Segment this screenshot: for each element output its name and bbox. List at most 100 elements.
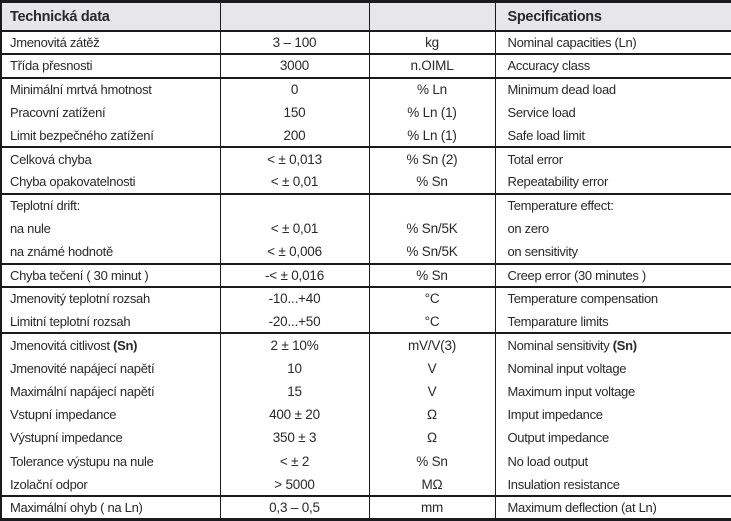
cell-en: Safe load limit <box>507 127 585 143</box>
cell-unit: % Sn/5K <box>368 217 496 241</box>
cell-unit: °C <box>368 310 496 334</box>
table-row: Jmenovitá citlivost (Sn) 2 ± 10% mV/V(3)… <box>1 333 731 357</box>
cell-cz: Limitní teplotní rozsah <box>10 313 131 329</box>
table-row: Výstupní impedance 350 ± 3 Ω Output impe… <box>1 426 731 450</box>
cell-unit: % Sn <box>368 449 496 473</box>
cell-value: 350 ± 3 <box>219 426 369 450</box>
cell-unit: % Sn (2) <box>368 147 496 171</box>
cell-cz: Izolační odpor <box>10 476 88 492</box>
cell-unit: % Ln <box>368 77 496 101</box>
cell-cz: Minimální mrtvá hmotnost <box>10 82 152 98</box>
cell-value: 150 <box>219 100 369 124</box>
cell-en: Repeatability error <box>507 174 609 190</box>
cell-cz: Jmenovitá citlivost (Sn) <box>1 333 220 356</box>
cell-en: Imput impedance <box>507 407 604 423</box>
cell-unit: mm <box>368 496 496 520</box>
cell-cz: Celková chyba <box>10 151 92 167</box>
cell-cz: Vstupní impedance <box>10 407 117 423</box>
cell-value: -20...+50 <box>219 310 369 334</box>
cell-value: 3000 <box>219 54 369 78</box>
table-row: Izolační odpor > 5000 MΩ Insulation resi… <box>1 472 731 497</box>
cell-cz: na známé hodnotě <box>10 243 113 259</box>
cell-value: 3 – 100 <box>219 31 369 55</box>
table-row: na známé hodnotě < ± 0,006 % Sn/5K on se… <box>1 240 731 264</box>
cell-value: < ± 0,01 <box>219 217 369 241</box>
cell-value: < ± 0,006 <box>219 240 369 264</box>
group-errors: Celková chyba < ± 0,013 % Sn (2) Total e… <box>1 147 731 194</box>
cell-cz: Jmenovitá zátěž <box>10 35 100 51</box>
table-header: Technická data Specifications <box>1 1 731 32</box>
cell-en: Maximum deflection (at Ln) <box>507 500 657 516</box>
cell-value: -< ± 0,016 <box>219 263 369 287</box>
table-row: Vstupní impedance 400 ± 20 Ω Imput imped… <box>1 403 731 427</box>
cell-cz: Maximální napájecí napětí <box>10 383 155 399</box>
table-row: Minimální mrtvá hmotnost 0 % Ln Minimum … <box>1 77 731 101</box>
table-row: Jmenovitý teplotní rozsah -10...+40 °C T… <box>1 286 731 311</box>
table-title-english: Specifications <box>495 1 731 32</box>
cell-unit: V <box>368 379 496 404</box>
table-row: Chyba tečení ( 30 minut ) -< ± 0,016 % S… <box>1 263 731 287</box>
cell-unit: % Sn <box>368 263 496 287</box>
group-temperature-range: Jmenovitý teplotní rozsah -10...+40 °C T… <box>1 286 731 334</box>
cell-cz: Chyba tečení ( 30 minut ) <box>10 267 149 283</box>
group-temperature-drift: Teplotní drift: Temperature effect: na n… <box>1 193 731 264</box>
cell-cz: Třída přesnosti <box>10 58 93 74</box>
cell-unit: °C <box>368 286 496 311</box>
group-loads: Minimální mrtvá hmotnost 0 % Ln Minimum … <box>1 77 731 148</box>
cell-en: Maximum input voltage <box>507 383 636 399</box>
cell-cz: Tolerance výstupu na nule <box>10 453 154 469</box>
table-row: Maximální napájecí napětí 15 V Maximum i… <box>1 379 731 404</box>
cell-en: Nominal sensitivity (Sn) <box>495 333 731 356</box>
cell-cz: Chyba opakovatelnosti <box>10 174 136 190</box>
cell-en: on sensitivity <box>507 243 579 259</box>
table-row: Jmenovité napájecí napětí 10 V Nominal i… <box>1 356 731 380</box>
table-row: Třída přesnosti 3000 n.OIML Accuracy cla… <box>1 54 731 78</box>
cell-cz: Maximální ohyb ( na Ln) <box>10 500 143 516</box>
table-title-czech: Technická data <box>1 1 220 32</box>
cell-value: < ± 2 <box>219 449 369 473</box>
cell-en: Nominal input voltage <box>507 360 627 376</box>
cell-en: Temperature effect: <box>507 198 614 214</box>
cell-unit <box>368 193 496 218</box>
table-row: Jmenovitá zátěž 3 – 100 kg Nominal capac… <box>1 31 731 55</box>
cell-cz: Limit bezpečného zatížení <box>10 127 154 143</box>
cell-value: -10...+40 <box>219 286 369 311</box>
cell-cz: na nule <box>10 221 51 237</box>
cell-value: 200 <box>219 124 369 148</box>
cell-en: Temperature compensation <box>507 291 659 307</box>
cell-value: 15 <box>219 379 369 404</box>
cell-cz: Jmenovitý teplotní rozsah <box>10 291 150 307</box>
cell-unit: MΩ <box>368 472 496 497</box>
header-row: Technická data Specifications <box>1 1 731 32</box>
cell-value: < ± 0,013 <box>219 147 369 171</box>
group-nominal-capacity: Jmenovitá zátěž 3 – 100 kg Nominal capac… <box>1 31 731 55</box>
cell-value: 0,3 – 0,5 <box>219 496 369 520</box>
cell-unit: % Sn <box>368 170 496 194</box>
cell-en: Output impedance <box>507 430 610 446</box>
table-row: Limitní teplotní rozsah -20...+50 °C Tem… <box>1 310 731 334</box>
group-deflection: Maximální ohyb ( na Ln) 0,3 – 0,5 mm Max… <box>1 496 731 520</box>
table-row: Tolerance výstupu na nule < ± 2 % Sn No … <box>1 449 731 473</box>
cell-en: Creep error (30 minutes ) <box>507 267 647 283</box>
cell-unit: % Ln (1) <box>368 124 496 148</box>
header-value-cell <box>219 1 369 32</box>
group-creep-error: Chyba tečení ( 30 minut ) -< ± 0,016 % S… <box>1 263 731 287</box>
cell-cz: Teplotní drift: <box>10 198 80 214</box>
group-electrical: Jmenovitá citlivost (Sn) 2 ± 10% mV/V(3)… <box>1 333 731 497</box>
table-row: Chyba opakovatelnosti < ± 0,01 % Sn Repe… <box>1 170 731 194</box>
cell-unit: % Sn/5K <box>368 240 496 264</box>
cell-en: Insulation resistance <box>507 476 621 492</box>
cell-value: < ± 0,01 <box>219 170 369 194</box>
cell-en: Total error <box>507 151 564 167</box>
cell-en: Temparature limits <box>507 313 609 329</box>
cell-value: 10 <box>219 356 369 380</box>
cell-value: > 5000 <box>219 472 369 497</box>
cell-value: 400 ± 20 <box>219 403 369 427</box>
cell-en: on zero <box>507 221 550 237</box>
cell-unit: Ω <box>368 403 496 427</box>
cell-cz-text: Jmenovitá citlivost <box>10 337 114 353</box>
cell-value: 0 <box>219 77 369 101</box>
cell-cz: Výstupní impedance <box>10 430 123 446</box>
cell-en: Minimum dead load <box>507 82 617 98</box>
